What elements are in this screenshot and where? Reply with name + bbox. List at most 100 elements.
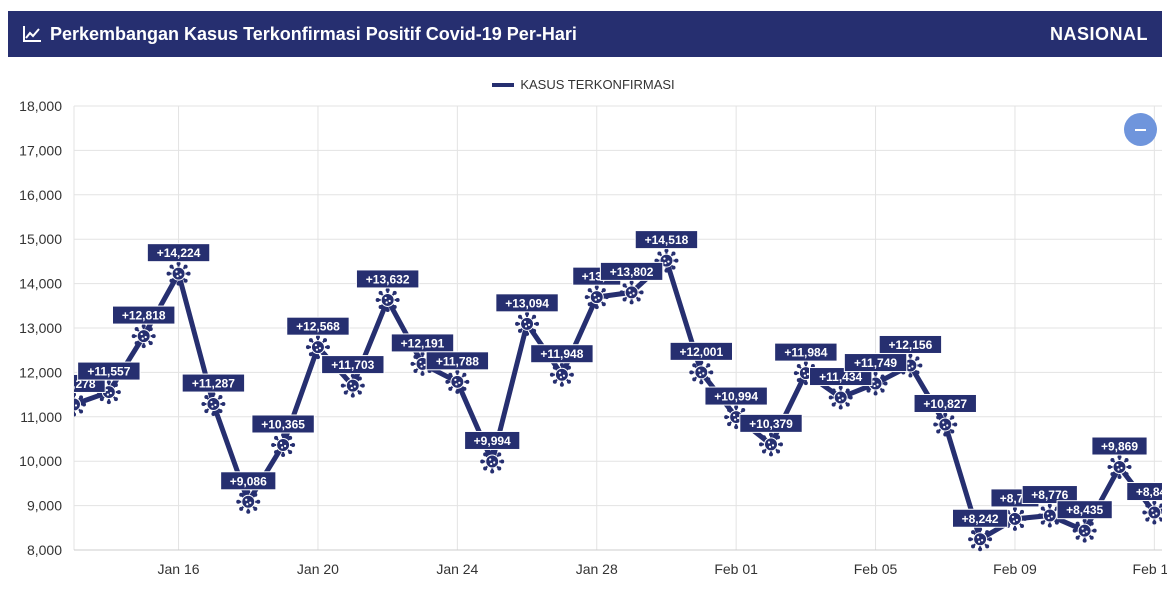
x-tick-label: Jan 16	[158, 561, 200, 577]
data-label-box	[146, 243, 211, 263]
y-tick-label: 16,000	[19, 187, 62, 203]
data-label-box	[1091, 436, 1148, 456]
data-label-box	[495, 293, 559, 313]
y-tick-label: 11,000	[20, 409, 62, 425]
data-label: +10,827	[923, 397, 967, 411]
y-tick-label: 15,000	[19, 231, 62, 247]
virus-marker[interactable]	[1037, 503, 1062, 528]
data-label: +11,788	[436, 354, 479, 368]
data-label: +11,749	[854, 356, 897, 370]
y-tick-label: 9,000	[27, 498, 62, 514]
virus-marker[interactable]	[445, 369, 470, 394]
data-label: +12,156	[889, 338, 933, 352]
data-label-box	[1021, 485, 1078, 505]
zoom-out-button[interactable]	[1124, 113, 1157, 146]
x-tick-label: Jan 20	[297, 561, 339, 577]
data-label-box	[843, 353, 908, 373]
data-label-box	[425, 351, 490, 371]
virus-marker[interactable]	[375, 287, 400, 312]
legend-label: KASUS TERKONFIRMASI	[520, 77, 675, 92]
virus-marker[interactable]	[1107, 455, 1132, 480]
virus-marker[interactable]	[933, 412, 958, 437]
virus-marker[interactable]	[201, 392, 226, 417]
y-tick-label: 12,000	[19, 364, 62, 380]
data-label: +12,191	[401, 336, 445, 350]
data-labels-group: +11,278+11,557+12,818+14,224+11,287+9,08…	[74, 230, 1167, 528]
data-label-box	[739, 413, 803, 433]
data-label: +11,287	[192, 377, 235, 391]
data-label: +11,434	[819, 370, 862, 384]
virus-marker[interactable]	[828, 385, 853, 410]
data-label: +12,818	[122, 309, 166, 323]
virus-marker[interactable]	[480, 449, 505, 474]
data-label-box	[112, 305, 176, 325]
y-tick-label: 14,000	[19, 276, 62, 292]
virus-marker[interactable]	[1002, 506, 1027, 531]
virus-marker[interactable]	[271, 432, 296, 457]
region-scope-label[interactable]: NASIONAL	[1050, 23, 1148, 44]
data-label: +13,094	[505, 296, 549, 310]
virus-marker[interactable]	[62, 392, 86, 417]
virus-marker[interactable]	[689, 360, 714, 385]
virus-marker[interactable]	[236, 489, 261, 514]
data-label: +8,435	[1066, 503, 1103, 517]
virus-marker[interactable]	[968, 527, 993, 552]
data-label-box	[530, 344, 594, 364]
data-label: +9,994	[474, 434, 511, 448]
data-label-box	[77, 361, 141, 381]
data-label: +8,844	[1136, 485, 1167, 499]
data-label-box	[251, 414, 315, 434]
virus-marker[interactable]	[305, 335, 330, 360]
data-label-box	[774, 342, 838, 362]
data-label: +11,557	[87, 365, 130, 379]
virus-marker[interactable]	[619, 280, 644, 305]
data-label: +12,001	[679, 345, 723, 359]
data-label-box	[390, 333, 455, 353]
data-label-box	[878, 334, 943, 354]
virus-marker[interactable]	[584, 285, 609, 310]
data-label: +14,224	[157, 246, 201, 260]
data-label: +10,994	[714, 390, 758, 404]
x-tick-label: Jan 28	[576, 561, 618, 577]
data-label-box	[1056, 500, 1113, 520]
virus-marker[interactable]	[340, 373, 365, 398]
y-tick-label: 18,000	[19, 98, 62, 114]
data-label: +13,802	[610, 265, 654, 279]
data-label-box	[1126, 482, 1162, 502]
x-tick-label: Feb 09	[993, 561, 1037, 577]
data-label: +12,568	[296, 320, 340, 334]
data-label-box	[634, 230, 699, 250]
virus-marker[interactable]	[515, 311, 540, 336]
x-tick-label: Feb 13	[1133, 561, 1167, 577]
data-label: +13,632	[366, 272, 410, 286]
x-tick-label: Jan 24	[436, 561, 478, 577]
data-label: +11,703	[331, 358, 374, 372]
legend-swatch	[492, 82, 515, 87]
virus-marker[interactable]	[1142, 500, 1166, 525]
x-tick-label: Feb 05	[854, 561, 898, 577]
data-label: +11,948	[540, 347, 583, 361]
data-label: +14,518	[645, 233, 689, 247]
virus-marker[interactable]	[1072, 518, 1097, 543]
data-label: +10,365	[261, 417, 305, 431]
y-tick-label: 13,000	[19, 320, 62, 336]
data-label-box	[220, 471, 277, 491]
y-tick-label: 10,000	[19, 453, 62, 469]
virus-marker[interactable]	[759, 432, 783, 457]
chart-legend[interactable]: KASUS TERKONFIRMASI	[0, 77, 1167, 92]
virus-marker[interactable]	[131, 324, 156, 349]
data-label: +9,086	[230, 474, 267, 488]
y-tick-label: 8,000	[27, 542, 62, 558]
virus-marker[interactable]	[166, 261, 191, 286]
y-tick-label: 17,000	[19, 142, 62, 158]
data-label: +8,776	[1031, 488, 1068, 502]
data-label-box	[669, 341, 733, 361]
virus-marker[interactable]	[549, 362, 574, 387]
data-label: +8,242	[962, 512, 999, 526]
data-label: +9,869	[1101, 440, 1138, 454]
data-label-box	[704, 386, 768, 406]
chart-title: Perkembangan Kasus Terkonfirmasi Positif…	[50, 23, 577, 44]
data-label: +11,984	[784, 346, 827, 360]
data-label-box	[355, 269, 420, 289]
